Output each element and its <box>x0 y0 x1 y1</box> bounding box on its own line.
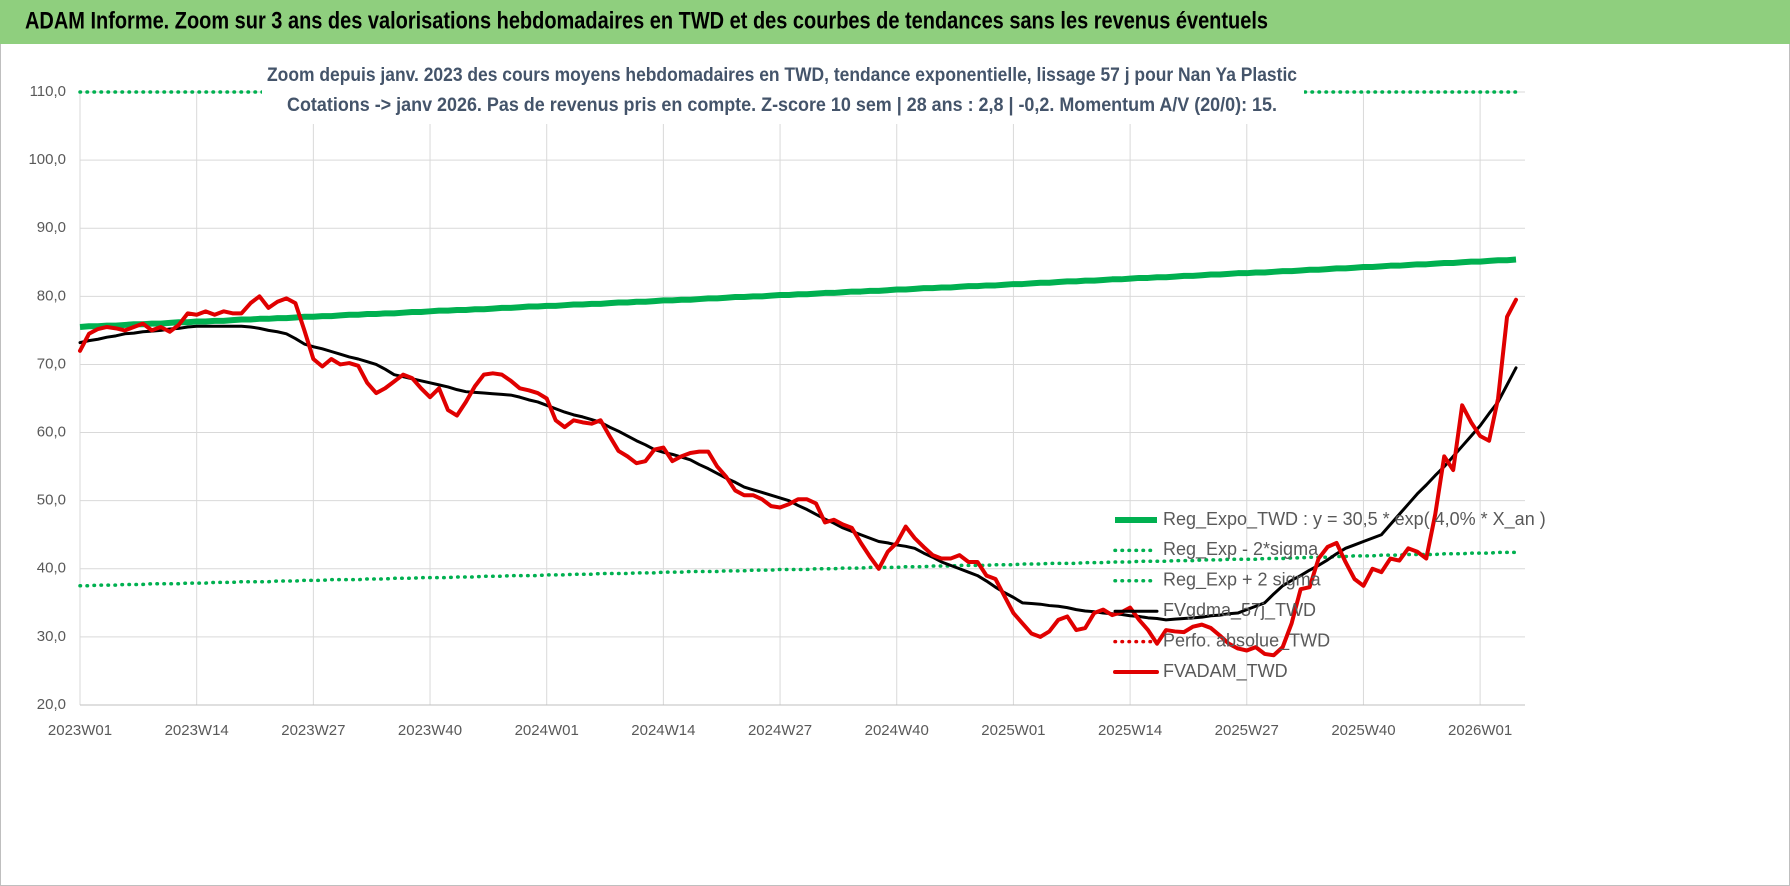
y-tick-label: 70,0 <box>37 355 66 372</box>
x-tick-label: 2023W14 <box>165 722 229 739</box>
legend-label: FVgdma_57j_TWD <box>1163 600 1316 621</box>
legend-label: FVADAM_TWD <box>1163 661 1288 682</box>
y-tick-label: 30,0 <box>37 628 66 645</box>
legend-label: Reg_Exp - 2*sigma <box>1163 539 1319 560</box>
legend-label: Perfo. absolue_TWD <box>1163 630 1330 651</box>
header-bar <box>0 0 1790 44</box>
x-tick-label: 2023W01 <box>48 722 112 739</box>
x-tick-label: 2024W40 <box>865 722 929 739</box>
x-tick-label: 2025W14 <box>1098 722 1162 739</box>
y-tick-label: 20,0 <box>37 696 66 713</box>
x-tick-label: 2026W01 <box>1448 722 1512 739</box>
y-tick-label: 80,0 <box>37 287 66 304</box>
y-tick-label: 50,0 <box>37 492 66 509</box>
series-line <box>78 550 1518 588</box>
legend-label: Reg_Exp + 2 sigma <box>1163 570 1322 591</box>
title-background <box>262 58 1304 124</box>
x-tick-label: 2023W40 <box>398 722 462 739</box>
y-tick-label: 110,0 <box>30 83 66 100</box>
x-tick-label: 2025W27 <box>1215 722 1279 739</box>
page-header: ADAM Informe. Zoom sur 3 ans des valoris… <box>25 7 1268 34</box>
x-tick-label: 2025W01 <box>981 722 1045 739</box>
y-tick-label: 60,0 <box>37 424 66 441</box>
x-tick-label: 2024W14 <box>631 722 695 739</box>
x-tick-label: 2025W40 <box>1331 722 1395 739</box>
series-line <box>79 256 1517 330</box>
legend-label: Reg_Expo_TWD : y = 30,5 * exp( 4,0% * X_… <box>1163 509 1546 530</box>
y-tick-label: 90,0 <box>37 219 66 236</box>
series-line <box>78 294 1519 658</box>
y-tick-label: 100,0 <box>28 151 66 168</box>
chart-subtitle: Cotations -> janv 2026. Pas de revenus p… <box>287 95 1277 116</box>
x-tick-label: 2024W01 <box>515 722 579 739</box>
chart-title: Zoom depuis janv. 2023 des cours moyens … <box>267 65 1297 86</box>
x-tick-label: 2023W27 <box>281 722 345 739</box>
y-tick-label: 40,0 <box>37 560 66 577</box>
series-line <box>78 324 1518 622</box>
x-tick-label: 2024W27 <box>748 722 812 739</box>
